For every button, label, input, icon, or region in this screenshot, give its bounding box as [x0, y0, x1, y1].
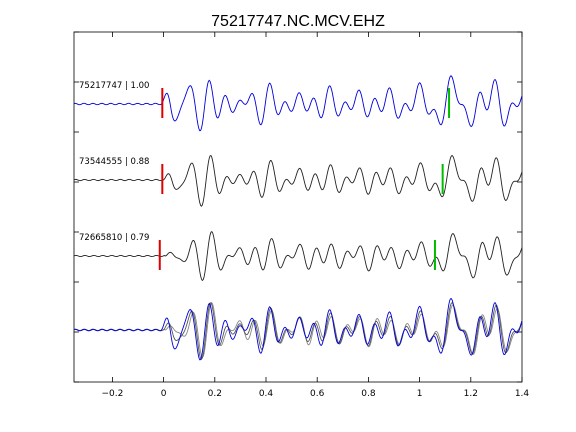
- x-tick-label: 0: [161, 389, 167, 399]
- plot-frame: [73, 31, 523, 383]
- trace-75217747-line: [73, 75, 523, 132]
- trace-73544555-line: [73, 155, 523, 207]
- x-tick-label: 1.4: [515, 389, 530, 399]
- x-tick-label: 0.8: [361, 389, 376, 399]
- stack-trace-line: [73, 298, 523, 361]
- trace-label: 72665810 | 0.79: [79, 233, 149, 243]
- trace-group: 75217747 | 1.00 73544555 | 0.88 72665810 |…: [73, 75, 523, 361]
- x-tick-label: 0.6: [310, 389, 325, 399]
- x-tick-label: −0.2: [101, 389, 123, 399]
- x-tick-label: 1: [417, 389, 423, 399]
- x-tick-label: 0.4: [259, 389, 274, 399]
- trace-label: 75217747 | 1.00: [79, 81, 149, 91]
- trace-label: 73544555 | 0.88: [79, 157, 149, 167]
- x-axis: −0.2 0 0.2 0.4 0.6 0.8 1 1.2 1.4: [101, 32, 529, 399]
- trace-72665810-line: [73, 230, 523, 282]
- chart-title: 75217747.NC.MCV.EHZ: [211, 13, 385, 30]
- x-tick-label: 0.2: [208, 389, 222, 399]
- x-tick-label: 1.2: [464, 389, 478, 399]
- y-axis: [74, 31, 522, 383]
